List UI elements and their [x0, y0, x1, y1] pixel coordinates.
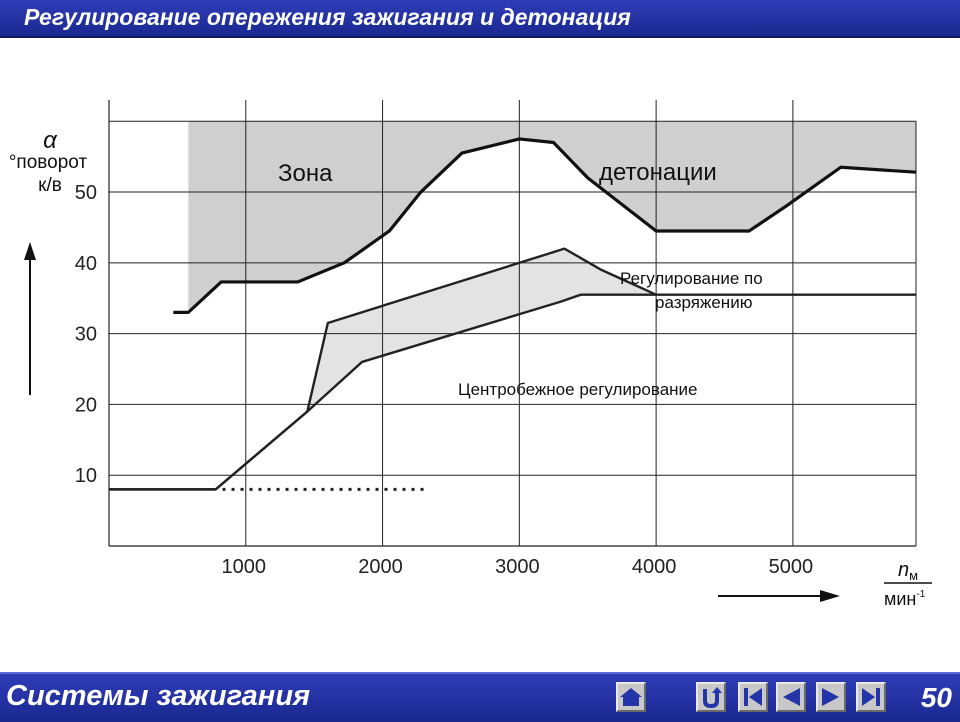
detonation-zone-layer — [188, 121, 916, 313]
x-axis-arrow — [718, 590, 840, 602]
series-layer — [109, 137, 917, 491]
y-axis-label-line2: к/в — [38, 175, 62, 196]
y-tick-label: 10 — [75, 465, 97, 487]
home-button[interactable] — [616, 682, 646, 712]
prev-icon — [783, 688, 800, 706]
tick-labels: 10 20 30 40 50 1000 2000 3000 4000 5000 — [75, 182, 813, 578]
x-tick-label: 4000 — [632, 556, 677, 578]
vacuum-label-line1: Регулирование по — [620, 269, 763, 288]
y-tick-label: 30 — [75, 324, 97, 346]
vacuum-band-layer — [307, 248, 657, 412]
prev-slide-button[interactable] — [776, 682, 806, 712]
home-icon — [620, 688, 642, 706]
detonation-label: детонации — [599, 159, 717, 186]
y-tick-label: 40 — [75, 253, 97, 275]
centrifugal-regulation-line — [109, 293, 916, 491]
x-tick-label: 1000 — [222, 556, 267, 578]
detonation-zone-area — [188, 121, 916, 313]
last-icon — [862, 688, 880, 706]
slide-title: Регулирование опережения зажигания и дет… — [24, 4, 631, 30]
last-slide-button[interactable] — [856, 682, 886, 712]
section-title: Системы зажигания — [6, 680, 311, 712]
return-button[interactable] — [696, 682, 726, 712]
y-tick-label: 50 — [75, 182, 97, 204]
zone-label: Зона — [278, 160, 333, 187]
grid-layer — [108, 100, 917, 547]
centrifugal-label: Центробежное регулирование — [458, 380, 698, 399]
next-icon — [822, 688, 839, 706]
x-tick-label: 3000 — [495, 556, 540, 578]
vacuum-regulation-band — [307, 248, 657, 412]
chart: 10 20 30 40 50 1000 2000 3000 4000 5000 α °поворо… — [9, 100, 932, 609]
x-tick-label: 2000 — [358, 556, 403, 578]
y-tick-label: 20 — [75, 394, 97, 416]
y-axis-arrow — [24, 242, 36, 395]
x-axis-symbol: nм — [898, 559, 918, 583]
title-bar: Регулирование опережения зажигания и дет… — [0, 0, 960, 38]
next-slide-button[interactable] — [816, 682, 846, 712]
x-axis-unit: мин-1 — [884, 589, 926, 609]
vacuum-label-line2: разряжению — [655, 293, 753, 312]
x-tick-label: 5000 — [769, 556, 814, 578]
y-axis-symbol: α — [43, 127, 58, 154]
page-number: 50 — [920, 682, 952, 713]
detonation-boundary-line — [173, 137, 917, 314]
y-axis-label-line1: °поворот — [9, 152, 88, 173]
first-icon — [744, 688, 762, 706]
footer-bar: Системы зажигания 50 — [0, 672, 960, 722]
return-icon — [703, 687, 722, 709]
first-slide-button[interactable] — [738, 682, 768, 712]
